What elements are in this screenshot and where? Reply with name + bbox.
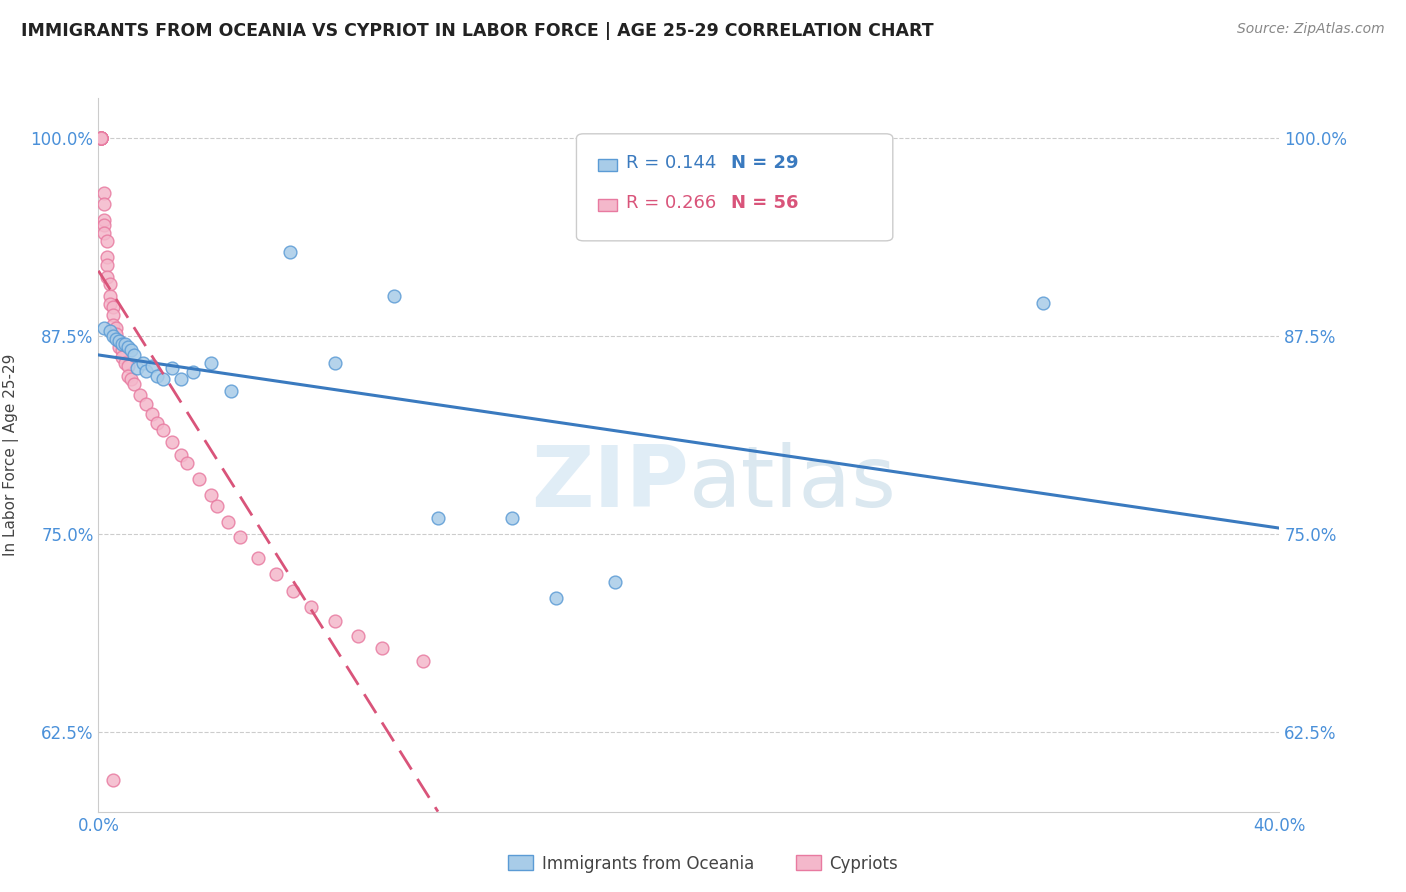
Point bbox=[1032, 295, 1054, 310]
Point bbox=[90, 130, 112, 145]
Point bbox=[382, 289, 405, 303]
Point bbox=[176, 456, 198, 470]
Point bbox=[152, 372, 174, 386]
Point bbox=[90, 130, 112, 145]
Point bbox=[108, 340, 131, 354]
Point bbox=[108, 334, 131, 348]
Point bbox=[501, 511, 523, 525]
Point bbox=[117, 340, 139, 354]
Point bbox=[122, 376, 145, 391]
Text: Source: ZipAtlas.com: Source: ZipAtlas.com bbox=[1237, 22, 1385, 37]
Point bbox=[146, 368, 169, 383]
Point bbox=[122, 348, 145, 362]
Point bbox=[90, 130, 112, 145]
Point bbox=[246, 551, 269, 566]
Y-axis label: In Labor Force | Age 25-29: In Labor Force | Age 25-29 bbox=[3, 354, 20, 556]
Point bbox=[278, 244, 302, 259]
Point bbox=[90, 130, 112, 145]
Point bbox=[93, 218, 115, 232]
Point bbox=[93, 321, 115, 335]
Point bbox=[170, 372, 193, 386]
Point bbox=[98, 324, 121, 338]
Point bbox=[98, 289, 121, 303]
Point bbox=[323, 356, 346, 370]
Text: N = 56: N = 56 bbox=[731, 194, 799, 212]
Point bbox=[108, 334, 131, 348]
Point bbox=[170, 448, 193, 462]
Point bbox=[105, 327, 128, 342]
Point bbox=[105, 321, 128, 335]
Point bbox=[93, 186, 115, 201]
Text: ZIP: ZIP bbox=[531, 442, 689, 525]
Point bbox=[412, 654, 434, 668]
Point bbox=[135, 364, 157, 378]
Point bbox=[264, 566, 287, 581]
Point bbox=[103, 329, 125, 343]
Point bbox=[96, 258, 118, 272]
Point bbox=[135, 397, 157, 411]
Point bbox=[103, 309, 125, 323]
Point bbox=[111, 350, 134, 364]
Point bbox=[96, 234, 118, 248]
Point bbox=[323, 615, 346, 629]
Point bbox=[132, 356, 155, 370]
Point bbox=[162, 360, 183, 375]
Point bbox=[90, 130, 112, 145]
Point bbox=[98, 297, 121, 311]
Point bbox=[219, 384, 242, 399]
Point bbox=[200, 356, 222, 370]
Text: N = 29: N = 29 bbox=[731, 154, 799, 172]
Point bbox=[141, 359, 163, 373]
Point bbox=[93, 226, 115, 240]
Point bbox=[181, 366, 204, 380]
Text: atlas: atlas bbox=[689, 442, 897, 525]
Point bbox=[114, 356, 136, 370]
Point bbox=[605, 574, 627, 589]
Point bbox=[90, 130, 112, 145]
Point bbox=[90, 130, 112, 145]
Point bbox=[347, 629, 370, 643]
Point bbox=[103, 301, 125, 315]
Point bbox=[114, 337, 136, 351]
Point bbox=[299, 600, 322, 615]
Point bbox=[187, 472, 209, 486]
Point bbox=[162, 435, 183, 450]
Point bbox=[283, 584, 305, 599]
Point bbox=[546, 591, 568, 605]
Point bbox=[152, 423, 174, 437]
Point bbox=[141, 407, 163, 421]
Point bbox=[200, 487, 222, 501]
Point bbox=[103, 772, 125, 787]
Point bbox=[105, 332, 128, 346]
Point bbox=[96, 270, 118, 285]
Point bbox=[93, 213, 115, 227]
Point bbox=[125, 360, 148, 375]
Point bbox=[117, 359, 139, 373]
Point bbox=[111, 343, 134, 358]
Point bbox=[229, 530, 252, 544]
Point bbox=[98, 277, 121, 291]
Text: R = 0.266: R = 0.266 bbox=[626, 194, 716, 212]
Point bbox=[205, 499, 228, 513]
Point bbox=[117, 368, 139, 383]
Point bbox=[90, 130, 112, 145]
Point bbox=[128, 387, 150, 401]
Point bbox=[103, 318, 125, 332]
Point bbox=[96, 250, 118, 264]
Point bbox=[120, 372, 142, 386]
Point bbox=[120, 343, 142, 358]
Text: IMMIGRANTS FROM OCEANIA VS CYPRIOT IN LABOR FORCE | AGE 25-29 CORRELATION CHART: IMMIGRANTS FROM OCEANIA VS CYPRIOT IN LA… bbox=[21, 22, 934, 40]
Text: R = 0.144: R = 0.144 bbox=[626, 154, 716, 172]
Point bbox=[111, 337, 134, 351]
Point bbox=[427, 511, 450, 525]
Point bbox=[146, 416, 169, 430]
Point bbox=[93, 197, 115, 211]
Point bbox=[371, 641, 394, 656]
Legend: Immigrants from Oceania, Cypriots: Immigrants from Oceania, Cypriots bbox=[502, 848, 904, 880]
Point bbox=[217, 515, 239, 529]
